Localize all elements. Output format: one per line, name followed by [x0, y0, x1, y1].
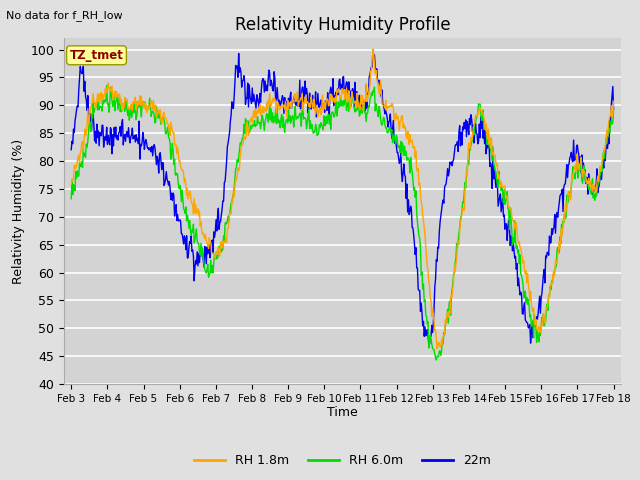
Title: Relativity Humidity Profile: Relativity Humidity Profile: [235, 16, 450, 34]
Legend: RH 1.8m, RH 6.0m, 22m: RH 1.8m, RH 6.0m, 22m: [189, 449, 496, 472]
X-axis label: Time: Time: [327, 407, 358, 420]
Text: TZ_tmet: TZ_tmet: [70, 49, 124, 62]
Text: No data for f_RH_low: No data for f_RH_low: [6, 10, 123, 21]
Y-axis label: Relativity Humidity (%): Relativity Humidity (%): [12, 139, 25, 284]
